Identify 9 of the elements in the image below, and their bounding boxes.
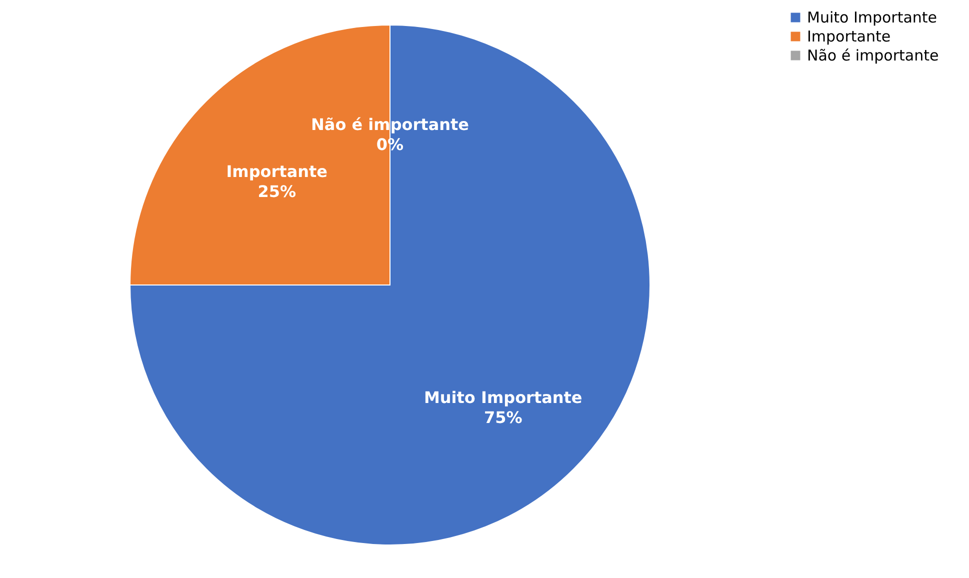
pie-slice bbox=[130, 24, 650, 546]
legend-label: Não é importante bbox=[807, 46, 939, 64]
data-label: 25% bbox=[258, 182, 296, 201]
data-label: 75% bbox=[484, 408, 522, 428]
slice-label: Importante bbox=[226, 162, 328, 181]
slice-label: Muito Importante bbox=[424, 388, 582, 408]
legend-label: Muito Importante bbox=[807, 8, 938, 26]
legend-label: Importante bbox=[807, 28, 891, 46]
text: 0% bbox=[376, 135, 404, 154]
